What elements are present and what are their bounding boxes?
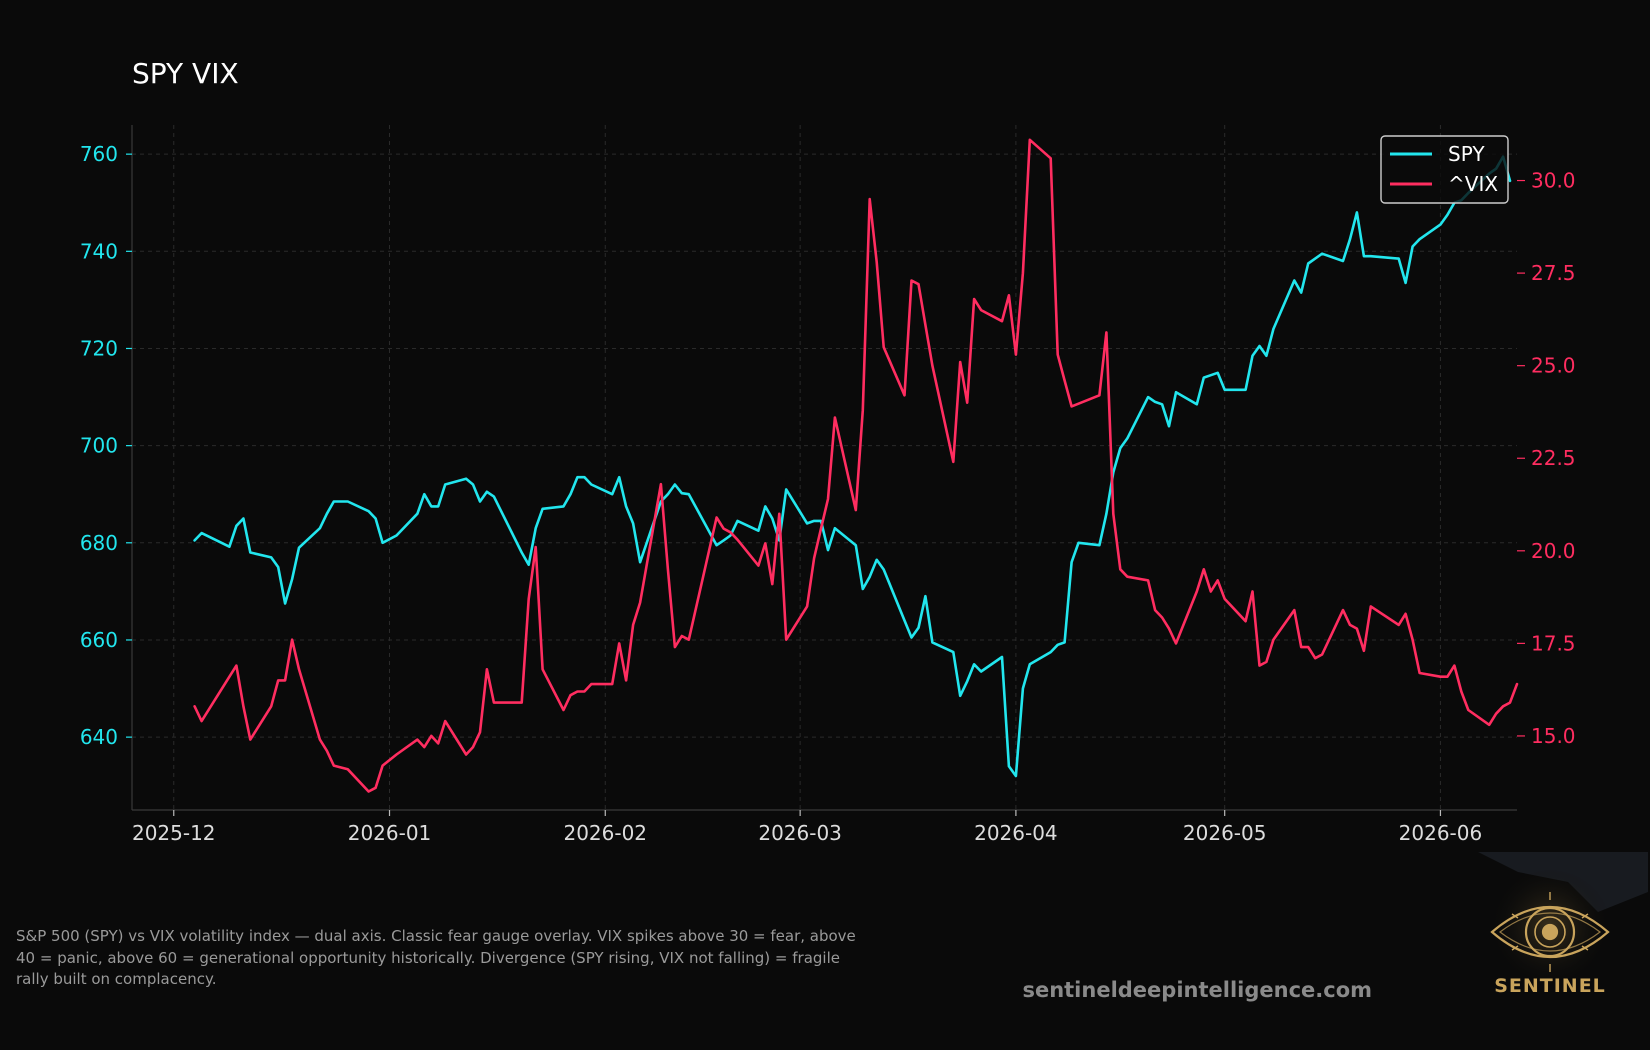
x-tick-label: 2026-03 [758,821,842,845]
y-left-tick-label: 660 [80,628,118,652]
series-line-spy [193,155,1512,778]
y-right-tick-label: 30.0 [1531,169,1576,193]
x-tick-label: 2026-02 [563,821,647,845]
x-tick-label: 2026-04 [974,821,1058,845]
legend-label: ^VIX [1448,172,1498,196]
y-left-tick-label: 640 [80,725,118,749]
y-left-tick-label: 740 [80,239,118,263]
legend: SPY ^VIX [1380,135,1509,204]
x-tick-label: 2026-05 [1183,821,1267,845]
y-right-tick-label: 22.5 [1531,446,1576,470]
chart-caption: S&P 500 (SPY) vs VIX volatility index — … [16,927,856,988]
logo-text: SENTINEL [1494,975,1606,997]
legend-label: SPY [1448,142,1485,166]
y-left-tick-label: 700 [80,434,118,458]
chart-title: SPY VIX [132,57,239,90]
grid [132,125,1517,810]
y-left-tick-label: 680 [80,531,118,555]
x-tick-label: 2026-06 [1399,821,1483,845]
y-right-tick-label: 17.5 [1531,631,1576,655]
y-left-tick-label: 760 [80,142,118,166]
axes: 2025-12 2026-01 2026-02 2026-03 2026-04 2026-… [80,125,1576,845]
series-line-vix [193,138,1519,793]
y-left-tick-label: 720 [80,336,118,360]
y-right-tick-label: 15.0 [1531,724,1576,748]
y-right-tick-label: 27.5 [1531,261,1576,285]
website-link[interactable]: sentineldeepintelligence.com [1022,978,1372,1002]
y-right-tick-label: 25.0 [1531,354,1576,378]
sentinel-logo: SENTINEL [1478,852,1648,997]
x-tick-label: 2025-12 [132,821,216,845]
series-layer [193,138,1519,793]
eye-icon [1490,892,1610,972]
x-tick-label: 2026-01 [348,821,432,845]
y-right-tick-label: 20.0 [1531,539,1576,563]
